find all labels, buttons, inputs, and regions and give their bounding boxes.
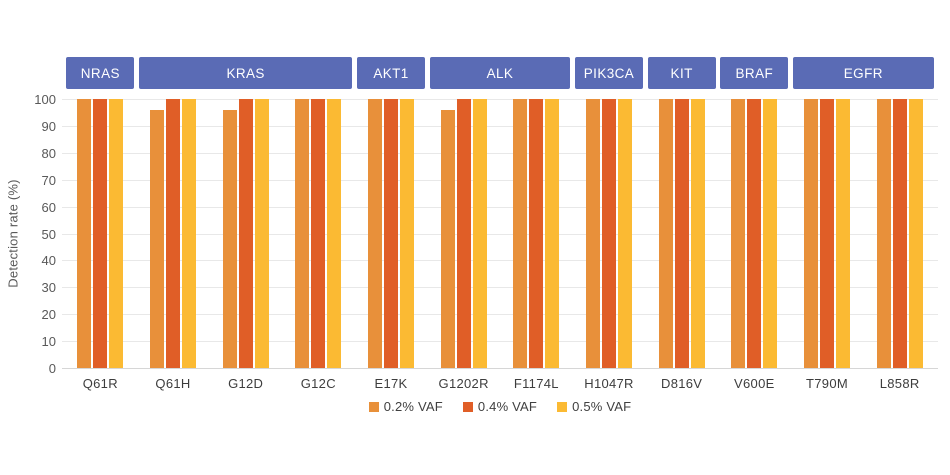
legend: 0.2% VAF 0.4% VAF 0.5% VAF — [64, 399, 936, 414]
bar-f1174l-0.5 — [545, 99, 560, 368]
gridline — [62, 368, 938, 369]
y-tick-label: 70 — [41, 172, 56, 188]
bar-t790m-0.2 — [804, 99, 818, 368]
bar-q61h-0.2 — [150, 109, 164, 368]
bar-q61r-0.2 — [77, 99, 92, 368]
bar-h1047r-0.2 — [586, 99, 600, 368]
gene-box-nras: NRAS — [66, 57, 135, 89]
bar-g1202r-0.5 — [472, 99, 487, 368]
legend-item: 0.5% VAF — [557, 399, 631, 414]
bar-g12c-0.4 — [311, 99, 326, 368]
bar-d816v-0.2 — [658, 99, 673, 368]
x-tick-label: D816V — [661, 376, 703, 391]
legend-item: 0.4% VAF — [462, 399, 538, 414]
gridline — [62, 206, 938, 208]
y-tick-label: 30 — [41, 280, 56, 296]
y-tick-label: 100 — [34, 92, 56, 107]
bar-d816v-0.5 — [690, 99, 705, 368]
legend-item: 0.2% VAF — [368, 399, 443, 414]
gridline — [62, 314, 938, 316]
x-tick-label: T790M — [806, 376, 848, 391]
bar-v600e-0.4 — [747, 99, 762, 368]
bar-q61h-0.5 — [182, 99, 196, 368]
legend-label: 0.2% VAF — [383, 399, 443, 414]
bar-v600e-0.5 — [763, 99, 778, 368]
bar-e17k-0.4 — [384, 99, 398, 368]
y-tick-label: 40 — [41, 253, 56, 269]
x-tick-label: Q61R — [82, 376, 118, 391]
bar-d816v-0.4 — [674, 99, 689, 368]
bar-t790m-0.5 — [836, 99, 850, 368]
y-tick-label: 80 — [41, 145, 56, 161]
gene-box-kras: KRAS — [139, 57, 353, 89]
bar-v600e-0.2 — [731, 99, 746, 368]
x-tick-label: E17K — [374, 376, 408, 391]
bar-g1202r-0.4 — [456, 99, 471, 368]
gridline — [62, 125, 938, 127]
bar-q61h-0.4 — [166, 99, 180, 368]
bar-g12d-0.2 — [222, 109, 237, 368]
gridline — [62, 233, 938, 235]
x-tick-label: L858R — [879, 376, 920, 391]
bar-h1047r-0.5 — [618, 99, 632, 368]
bar-e17k-0.5 — [400, 99, 414, 368]
y-tick-label: 60 — [41, 199, 56, 215]
gridline — [62, 99, 938, 100]
gridline — [62, 287, 938, 289]
bar-f1174l-0.2 — [513, 99, 528, 368]
x-tick-label: G1202R — [438, 376, 489, 391]
bar-h1047r-0.4 — [602, 99, 616, 368]
gene-box-alk: ALK — [429, 57, 571, 89]
gridline — [62, 341, 938, 343]
bar-e17k-0.2 — [368, 99, 382, 368]
bar-g1202r-0.2 — [440, 109, 455, 368]
bar-f1174l-0.4 — [529, 99, 544, 368]
bar-l858r-0.4 — [892, 99, 907, 368]
x-tick-label: Q61H — [155, 376, 191, 391]
gene-box-braf: BRAF — [720, 57, 789, 89]
x-tick-label: F1174L — [513, 376, 559, 391]
gene-box-kit: KIT — [647, 57, 716, 89]
bar-q61r-0.4 — [93, 99, 108, 368]
legend-label: 0.5% VAF — [572, 399, 632, 414]
bar-l858r-0.5 — [908, 99, 923, 368]
y-tick-label: 50 — [41, 226, 56, 242]
y-tick-label: 20 — [41, 307, 56, 323]
bar-g12c-0.2 — [295, 99, 310, 368]
x-tick-label: V600E — [734, 376, 775, 391]
y-tick-label: 90 — [41, 118, 56, 134]
bar-g12c-0.5 — [327, 99, 342, 368]
x-tick-label: G12C — [300, 376, 336, 391]
legend-label: 0.4% VAF — [477, 399, 538, 414]
bar-g12d-0.5 — [254, 99, 269, 368]
legend-swatch — [462, 401, 473, 412]
legend-swatch — [368, 401, 379, 412]
gridline — [62, 260, 938, 262]
x-tick-label: G12D — [228, 376, 264, 391]
x-tick-label: H1047R — [584, 376, 634, 391]
gridline — [62, 152, 938, 154]
gridline — [62, 179, 938, 181]
bar-g12d-0.4 — [238, 99, 253, 368]
y-tick-label: 0 — [48, 361, 56, 376]
bar-q61r-0.5 — [109, 99, 124, 368]
gene-box-akt1: AKT1 — [357, 57, 425, 89]
y-tick-label: 10 — [41, 334, 56, 350]
bar-t790m-0.4 — [820, 99, 834, 368]
gene-box-egfr: EGFR — [793, 57, 934, 89]
legend-swatch — [557, 401, 568, 412]
bar-l858r-0.2 — [876, 99, 891, 368]
gene-box-pik3ca: PIK3CA — [575, 57, 643, 89]
